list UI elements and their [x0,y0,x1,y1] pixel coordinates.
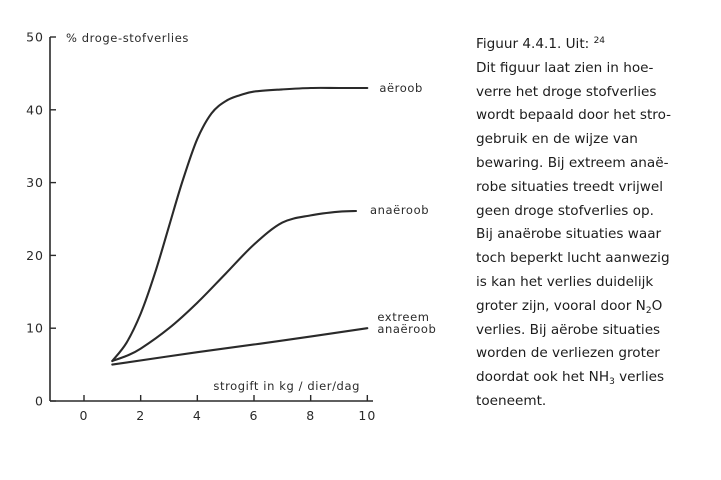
caption-line: is kan het verlies duidelijk [476,271,712,295]
caption-line: gebruik en de wijze van [476,128,712,152]
chart-labels: % droge-stofverlies strogift in kg / dier… [66,31,436,393]
caption-line: geen droge stofverlies op. [476,200,712,224]
caption-text: wordt bepaald door het stro- [476,107,672,124]
caption-line: worden de verliezen groter [476,342,712,366]
chart-figure: 0 10 20 30 40 50 0 2 4 6 8 10 % droge-stofverlies st… [26,30,436,424]
caption-line: groter zijn, vooral door N2O [476,295,712,319]
series-label-2: extreem [377,310,429,324]
y-tick-label: 0 [35,394,44,409]
caption-text: Dit figuur laat zien in hoe- [476,59,654,76]
caption-line: robe situaties treedt vrijwel [476,176,712,200]
series-curves [111,86,369,366]
caption-text: toch beperkt lucht aanwezig [476,250,670,267]
caption-text: worden de verliezen groter [476,345,660,362]
caption-line: Bij anaërobe situaties waar [476,223,712,247]
series-label-2: anaëroob [377,322,436,336]
caption-subscript: 3 [609,377,615,388]
x-tick-label: 8 [306,408,315,423]
y-tick-label: 30 [26,175,44,190]
caption-text: toeneemt. [476,392,547,409]
axes [49,37,373,402]
caption-text: verre het droge stofverlies [476,83,657,100]
caption-text: is kan het verlies duidelijk [476,273,654,290]
y-axis-label: % droge-stofverlies [66,31,189,45]
caption-text: bewaring. Bij extreem anaë- [476,154,669,171]
caption-text: robe situaties treedt vrijwel [476,178,664,195]
caption-line: doordat ook het NH3 verlies [476,366,712,390]
caption-line: toch beperkt lucht aanwezig [476,247,712,271]
line-chart: 0 10 20 30 40 50 0 2 4 6 8 10 % droge-stofverlies st… [26,30,436,424]
series-line-2 [111,327,369,366]
caption-title-text: Figuur 4.4.1. Uit: [476,36,590,52]
caption-line: Dit figuur laat zien in hoe- [476,57,712,81]
caption-subscript: 2 [645,305,652,316]
x-tick-label: 2 [136,408,145,423]
caption-text: verlies [614,369,665,386]
series-line-1 [111,209,358,363]
caption-line: bewaring. Bij extreem anaë- [476,152,712,176]
y-tick-label: 20 [26,248,44,263]
caption-text: verlies. Bij aërobe situaties [476,321,661,338]
x-axis-label: strogift in kg / dier/dag [213,379,360,393]
x-tick-label: 4 [193,408,202,423]
caption-line: verre het droge stofverlies [476,81,712,105]
x-tick-label: 6 [250,408,259,423]
caption-title: Figuur 4.4.1. Uit: 24 [476,30,712,57]
caption-line: wordt bepaald door het stro- [476,104,712,128]
caption-reference: 24 [593,36,606,46]
caption-line: verlies. Bij aërobe situaties [476,319,712,343]
series-label-0: aëroob [379,81,423,95]
caption-text: Bij anaërobe situaties waar [476,226,662,243]
figure-caption: Figuur 4.4.1. Uit: 24 Dit figuur laat zi… [476,30,712,414]
ticks: 0 10 20 30 40 50 0 2 4 6 8 10 [26,30,376,424]
x-tick-label: 10 [358,408,376,423]
caption-text: O [651,297,663,314]
y-tick-label: 40 [26,102,44,117]
series-label-1: anaëroob [370,203,429,217]
y-tick-label: 50 [26,30,44,45]
caption-line: toeneemt. [476,390,712,414]
y-tick-label: 10 [26,321,44,336]
caption-text: gebruik en de wijze van [476,131,638,148]
caption-text: doordat ook het NH [476,369,610,386]
caption-text: geen droge stofverlies op. [476,202,654,219]
series-line-0 [111,86,369,363]
caption-text: groter zijn, vooral door N [476,297,646,314]
caption-body: Dit figuur laat zien in hoe-verre het dr… [476,57,712,414]
x-tick-label: 0 [80,408,89,423]
